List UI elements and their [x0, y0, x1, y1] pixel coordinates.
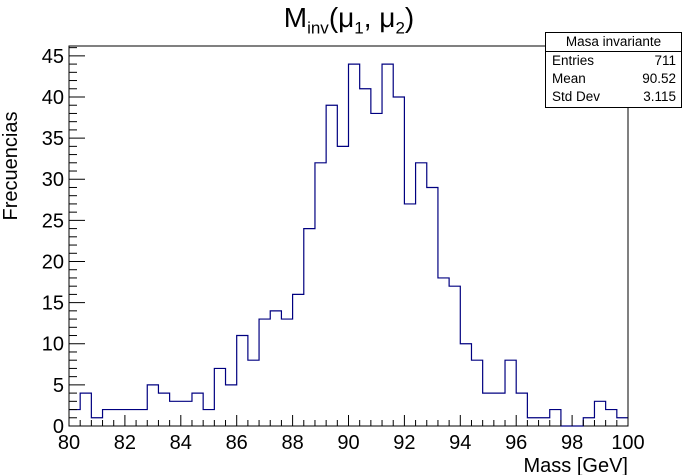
- x-tick-label: 82: [114, 432, 136, 454]
- x-tick-label: 100: [611, 432, 644, 454]
- y-tick-label: 5: [53, 375, 64, 397]
- y-tick-label: 20: [42, 251, 64, 273]
- x-tick-label: 80: [58, 432, 80, 454]
- x-tick-label: 88: [281, 432, 303, 454]
- title-close: ): [404, 2, 415, 33]
- stats-value: 90.52: [642, 71, 676, 86]
- x-tick-label: 86: [226, 432, 248, 454]
- stats-box-title: Masa invariante: [546, 33, 681, 52]
- x-axis-label: Mass [GeV]: [524, 455, 628, 475]
- x-tick-label: 94: [449, 432, 471, 454]
- stats-label: Mean: [552, 71, 586, 86]
- x-tick-label: 96: [505, 432, 527, 454]
- stats-value: 3.115: [643, 89, 676, 104]
- y-tick-label: 10: [42, 334, 64, 356]
- x-tick-label: 92: [393, 432, 415, 454]
- y-tick-label: 15: [42, 293, 64, 315]
- y-axis-ticks: 0 5 10 15 20 25 30 35 40 45: [42, 46, 85, 438]
- title-mid: , μ: [363, 2, 396, 33]
- stats-row-stddev: Std Dev 3.115: [546, 88, 681, 106]
- title-main: M: [283, 2, 308, 33]
- stats-row-entries: Entries 711: [546, 52, 681, 70]
- stats-box: Masa invariante Entries 711 Mean 90.52 S…: [545, 32, 682, 108]
- chart-title: Minv(μ1, μ2): [0, 2, 698, 39]
- title-sub-2: 2: [395, 18, 405, 38]
- y-tick-label: 45: [42, 46, 64, 68]
- x-tick-label: 84: [170, 432, 192, 454]
- stats-label: Entries: [552, 53, 595, 68]
- x-axis-ticks: 80 82 84 86 88 90 92 94 96 98 100: [58, 415, 645, 454]
- y-tick-label: 40: [42, 87, 64, 109]
- y-tick-label: 30: [42, 169, 64, 191]
- y-tick-label: 0: [53, 416, 64, 438]
- y-tick-label: 25: [42, 210, 64, 232]
- y-tick-label: 35: [42, 128, 64, 150]
- title-sub-inv: inv: [307, 18, 329, 38]
- y-axis-label: Frecuencias: [0, 112, 22, 221]
- stats-value: 711: [654, 53, 676, 68]
- stats-row-mean: Mean 90.52: [546, 70, 681, 88]
- title-sub-1: 1: [354, 18, 364, 38]
- title-open: (μ: [328, 2, 355, 33]
- x-tick-label: 98: [561, 432, 583, 454]
- histogram-line: [69, 63, 628, 427]
- stats-label: Std Dev: [552, 89, 601, 104]
- x-tick-label: 90: [337, 432, 359, 454]
